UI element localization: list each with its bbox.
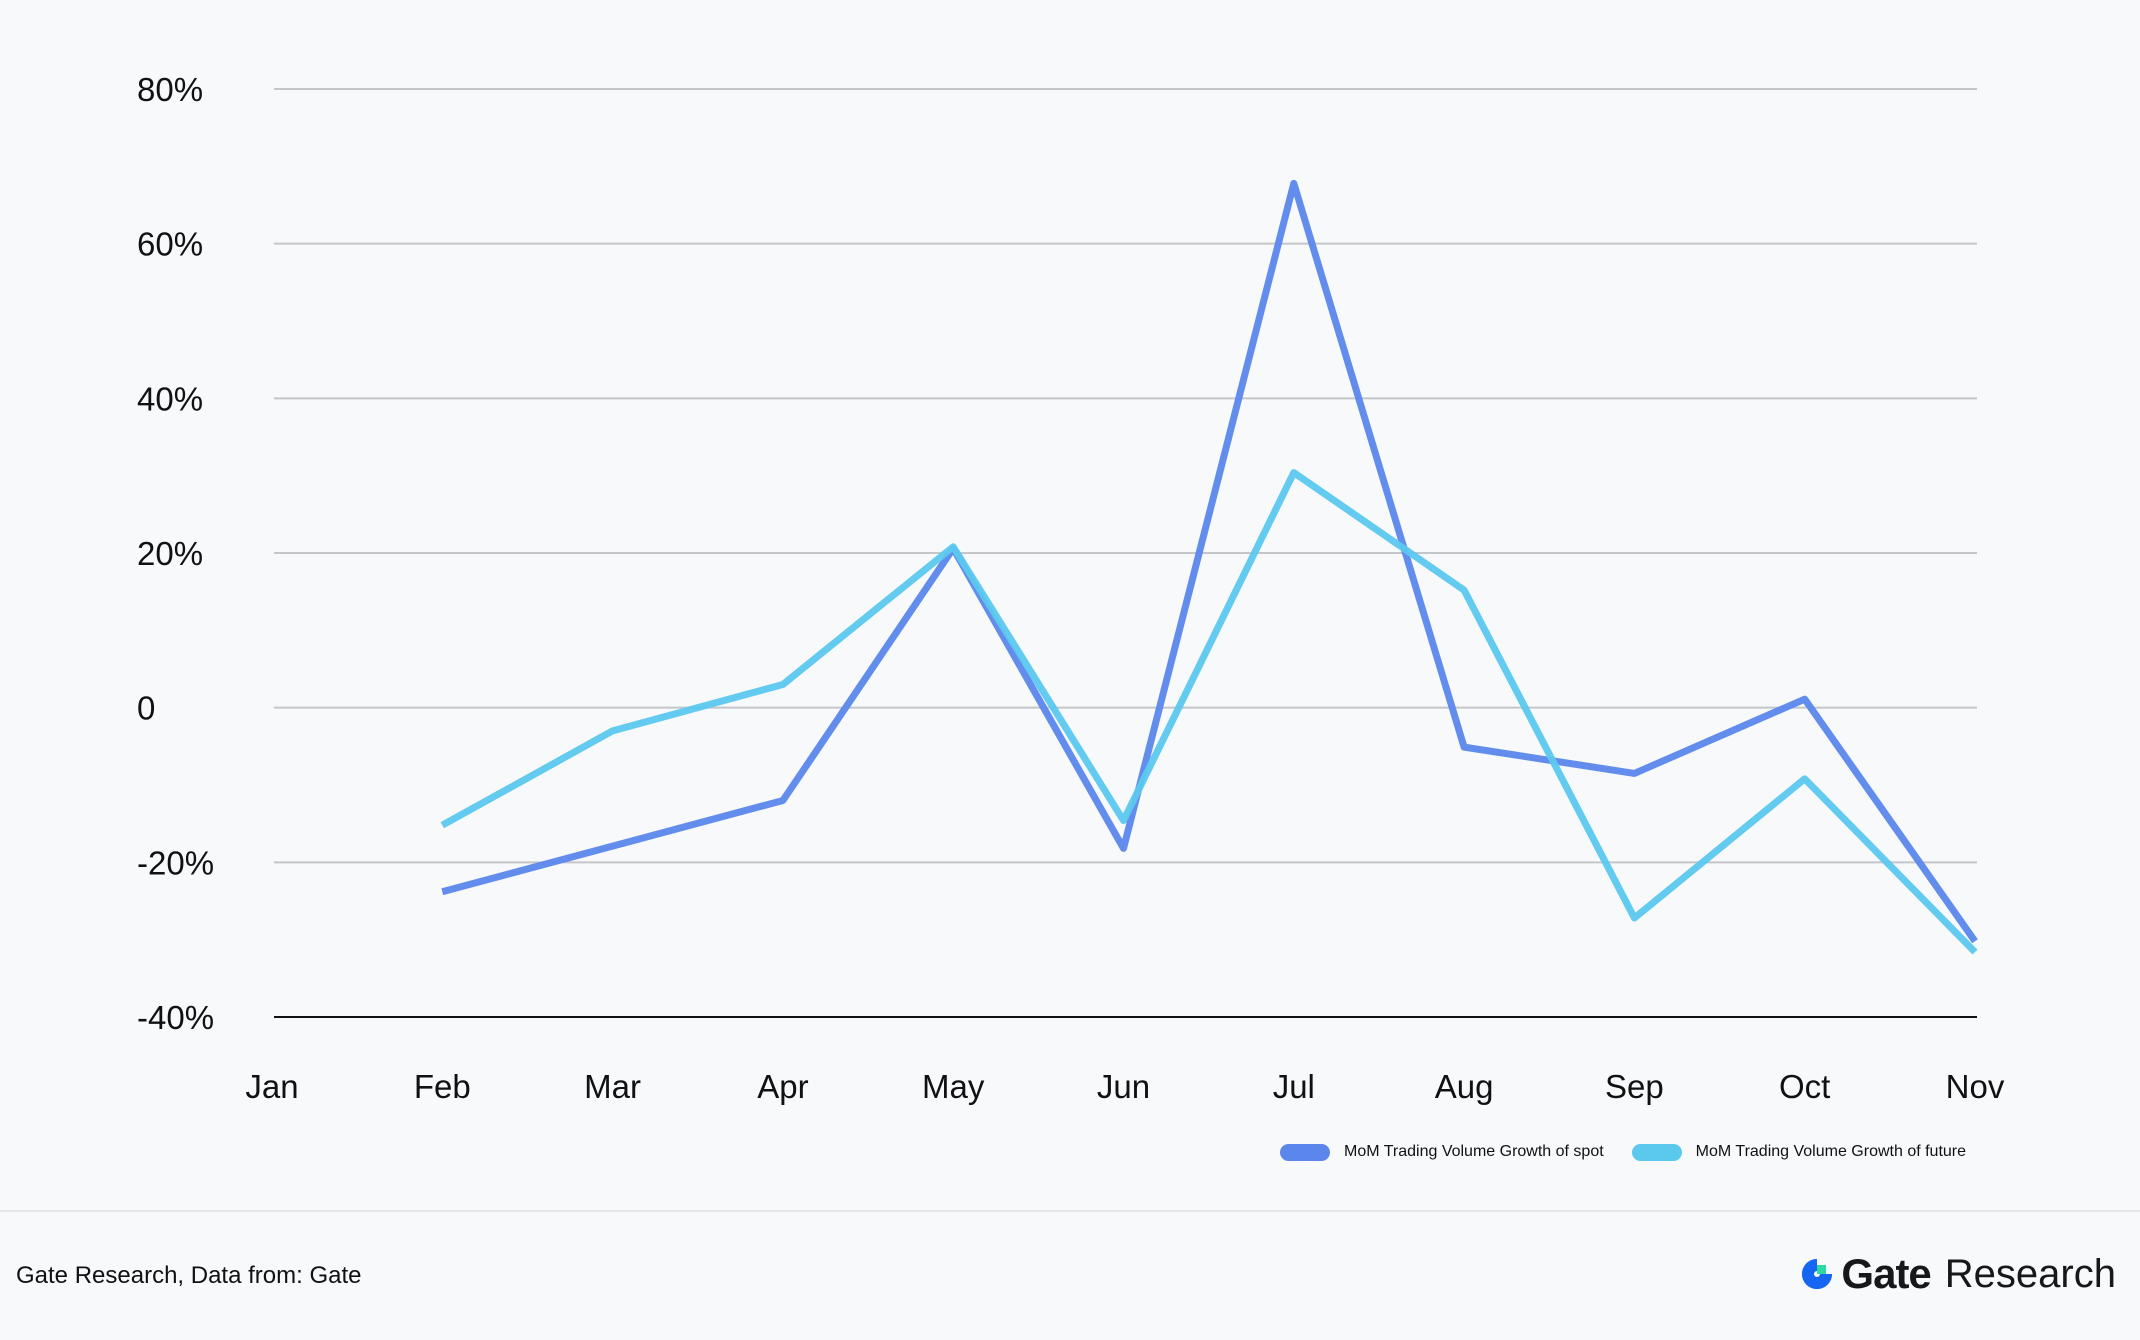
- y-tick-label: -40%: [137, 999, 214, 1036]
- x-tick-label: Jun: [1097, 1068, 1150, 1105]
- legend-swatch-future: [1631, 1143, 1682, 1161]
- footer-divider: [0, 1210, 2140, 1212]
- source-note: Gate Research, Data from: Gate: [16, 1262, 362, 1289]
- series-line-spot: [441, 179, 1978, 944]
- x-axis-ticks: Jan Feb Mar Apr May Jun Jul Aug Sep Oct Nov: [245, 1068, 2004, 1105]
- legend-item-future: MoM Trading Volume Growth of future: [1631, 1143, 1967, 1161]
- x-tick-label: Jan: [245, 1068, 298, 1105]
- gridlines: [274, 88, 1977, 1018]
- x-tick-label: Apr: [757, 1068, 808, 1105]
- y-axis-ticks: 80% 60% 40% 20% 0 -20% -40%: [137, 71, 214, 1036]
- gate-research-logo: Gate Research: [1799, 1250, 2116, 1298]
- gate-logo-icon: [1802, 1259, 1833, 1289]
- line-chart: 80% 60% 40% 20% 0 -20% -40% Jan Feb Mar Apr May Jun…: [137, 71, 2005, 1105]
- logo-research-text: Research: [1944, 1251, 2116, 1296]
- y-tick-label: 0: [137, 690, 155, 727]
- legend-swatch-spot: [1280, 1143, 1330, 1161]
- y-tick-label: 80%: [137, 71, 203, 108]
- x-tick-label: Nov: [1946, 1068, 2005, 1105]
- x-tick-label: Aug: [1435, 1068, 1494, 1105]
- legend: MoM Trading Volume Growth of spot MoM Tr…: [1280, 1143, 1966, 1161]
- series-lines: [440, 179, 1978, 955]
- x-tick-label: Jul: [1273, 1068, 1315, 1105]
- legend-label-spot: MoM Trading Volume Growth of spot: [1344, 1143, 1604, 1160]
- x-tick-label: Oct: [1779, 1068, 1830, 1105]
- x-tick-label: Sep: [1605, 1068, 1664, 1105]
- y-tick-label: 60%: [137, 226, 203, 263]
- y-tick-label: 40%: [137, 380, 203, 417]
- y-tick-label: 20%: [137, 535, 203, 572]
- x-tick-label: May: [922, 1068, 985, 1105]
- x-tick-label: Feb: [414, 1068, 471, 1105]
- y-tick-label: -20%: [137, 844, 214, 881]
- x-tick-label: Mar: [584, 1068, 641, 1105]
- series-line-future: [440, 469, 1978, 955]
- logo-gate-text: Gate: [1841, 1250, 1931, 1297]
- legend-item-spot: MoM Trading Volume Growth of spot: [1280, 1143, 1604, 1161]
- legend-label-future: MoM Trading Volume Growth of future: [1695, 1143, 1967, 1160]
